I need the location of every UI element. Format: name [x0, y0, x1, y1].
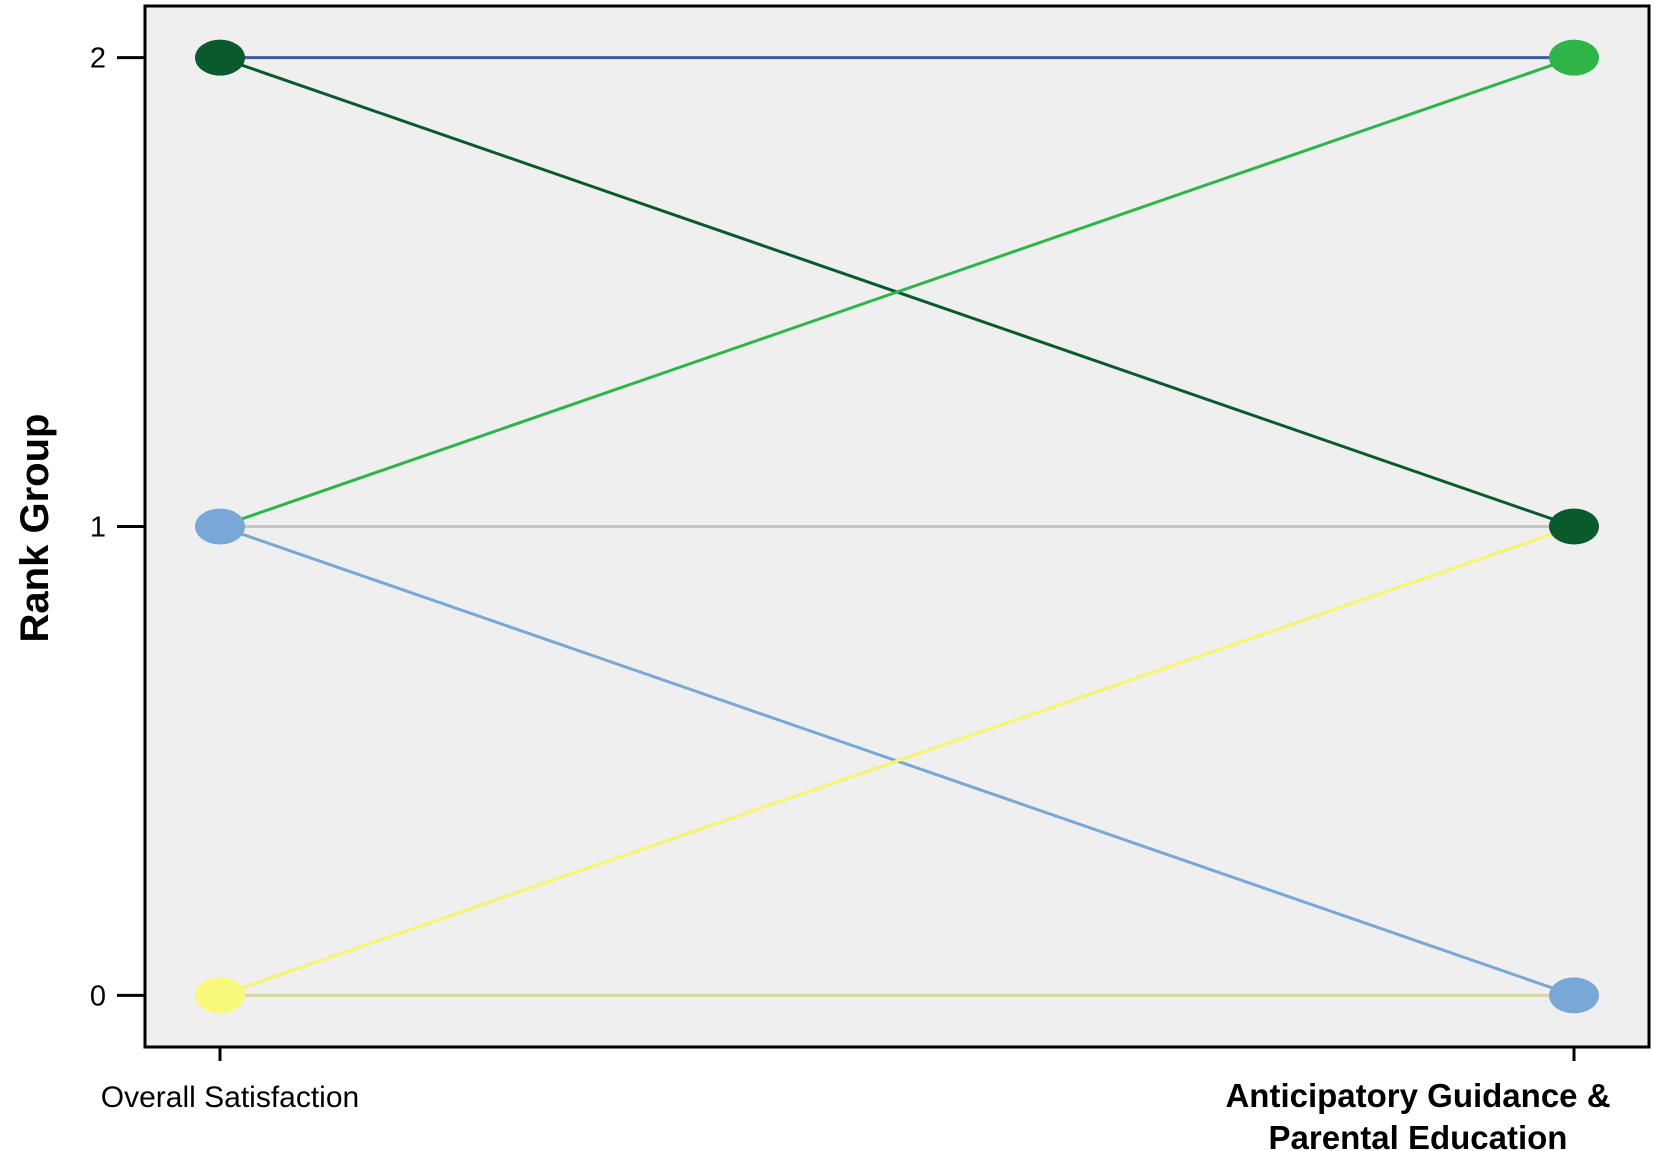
data-point-cat2-rank2	[1549, 39, 1599, 76]
data-point-cat2-rank0	[1549, 977, 1599, 1014]
y-tick-label-1: 1	[90, 512, 106, 544]
x-axis: Overall Satisfaction Anticipatory Guidanc…	[101, 1047, 1611, 1151]
y-axis: 0 1 2	[90, 43, 145, 1012]
data-markers	[195, 39, 1599, 1014]
series-lines	[219, 56, 1575, 997]
series-line-6	[219, 525, 1575, 997]
y-tick-label-2: 2	[90, 43, 106, 75]
data-point-cat2-rank1	[1549, 508, 1599, 545]
data-point-cat1-rank1	[195, 508, 245, 545]
y-axis-title: Rank Group	[13, 414, 57, 643]
data-point-cat1-rank0	[195, 977, 245, 1014]
data-point-cat1-rank2	[195, 39, 245, 76]
y-tick-label-0: 0	[90, 980, 106, 1012]
series-line-3	[219, 56, 1575, 528]
x-category-label-2-line-2: Parental Education	[1269, 1119, 1568, 1151]
x-category-label-2-line-1: Anticipatory Guidance &	[1225, 1077, 1610, 1114]
x-category-label-1-line-1: Overall Satisfaction	[101, 1081, 359, 1114]
